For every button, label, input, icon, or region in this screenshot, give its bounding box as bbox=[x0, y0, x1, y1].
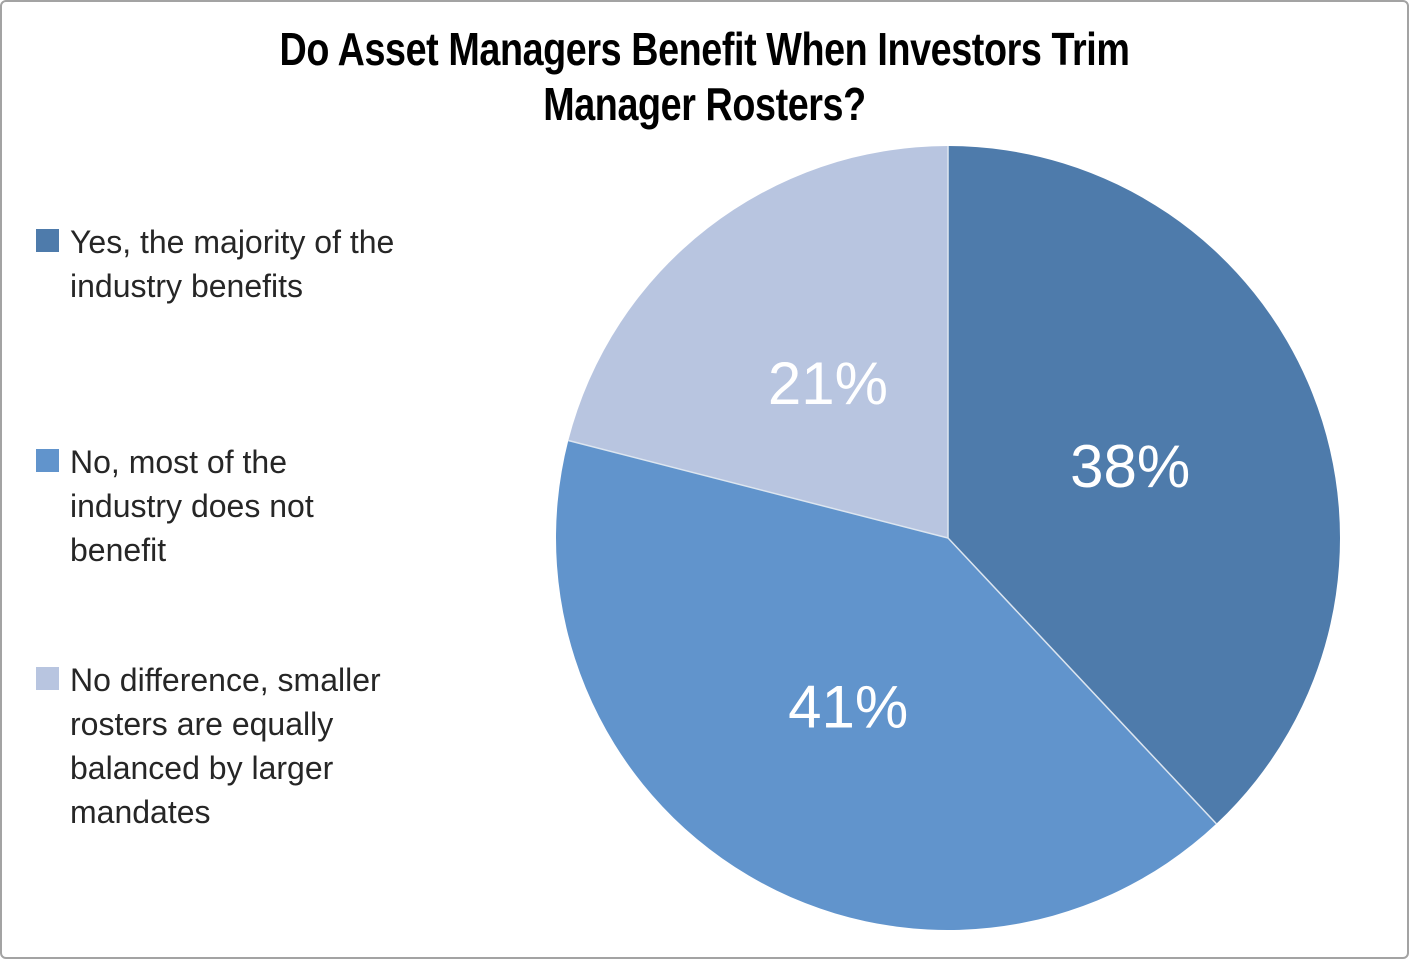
chart-title: Do Asset Managers Benefit When Investors… bbox=[279, 23, 1130, 131]
legend-item-yes: Yes, the majority of the industry benefi… bbox=[36, 220, 510, 308]
legend-label-no-difference: No difference, smaller rosters are equal… bbox=[70, 662, 381, 830]
pie-slice-2 bbox=[568, 146, 948, 538]
legend-swatch-no-difference bbox=[36, 667, 59, 690]
legend: Yes, the majority of the industry benefi… bbox=[36, 2, 526, 957]
slice-data-label-2: 21% bbox=[768, 350, 888, 417]
slice-data-label-1: 41% bbox=[788, 674, 908, 741]
pie-chart: 38% 41% 21% bbox=[556, 146, 1341, 930]
slice-divider-2 bbox=[568, 439, 949, 539]
legend-item-no: No, most of the industry does not benefi… bbox=[36, 440, 510, 572]
legend-label-no: No, most of the industry does not benefi… bbox=[70, 444, 314, 568]
legend-swatch-yes bbox=[36, 229, 59, 252]
legend-swatch-no bbox=[36, 449, 59, 472]
pie-slice-1 bbox=[556, 440, 1217, 930]
slice-divider-1 bbox=[947, 537, 1217, 825]
pie-slice-0 bbox=[948, 146, 1341, 824]
legend-item-no-difference: No difference, smaller rosters are equal… bbox=[36, 658, 510, 834]
slice-data-label-0: 38% bbox=[1070, 433, 1190, 500]
legend-label-yes: Yes, the majority of the industry benefi… bbox=[70, 224, 395, 304]
